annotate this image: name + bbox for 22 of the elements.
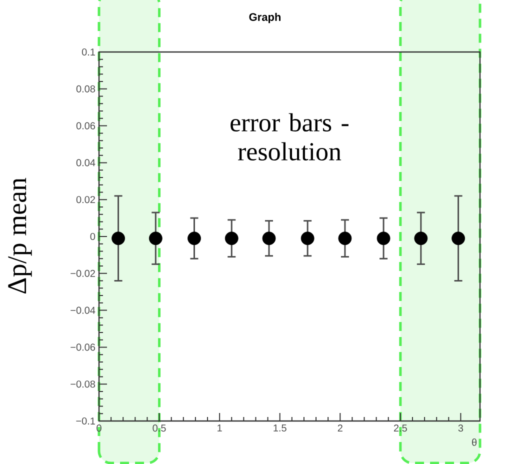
x-tick-label: 2: [338, 424, 342, 432]
x-axis-title: θ: [472, 438, 477, 446]
y-tick-label: 0.08: [76, 85, 96, 92]
y-tick-label: 0.06: [76, 122, 96, 130]
y-axis-title: Δp/p mean: [8, 178, 32, 294]
y-tick-label: 0.1: [82, 48, 95, 56]
chart-title: Graph: [249, 12, 281, 24]
y-tick-label: −0.02: [70, 270, 95, 277]
y-tick-label: 0.04: [76, 159, 96, 166]
x-tick-label: 2.5: [394, 424, 407, 432]
x-tick-label: 1: [218, 424, 222, 432]
annotation: error bars - resolution: [230, 113, 348, 161]
x-tick-label: 3: [458, 424, 464, 432]
x-tick-label: 0.5: [152, 424, 166, 432]
y-tick-label: −0.04: [70, 306, 96, 314]
y-tick-label: −0.06: [70, 344, 96, 351]
y-tick-label: −0.1: [76, 417, 95, 425]
y-tick-label: 0: [90, 232, 96, 240]
y-tick-label: −0.08: [70, 380, 96, 388]
x-tick-label: 0: [96, 424, 102, 432]
x-tick-label: 1.5: [274, 424, 286, 432]
y-tick-label: 0.02: [76, 196, 95, 204]
